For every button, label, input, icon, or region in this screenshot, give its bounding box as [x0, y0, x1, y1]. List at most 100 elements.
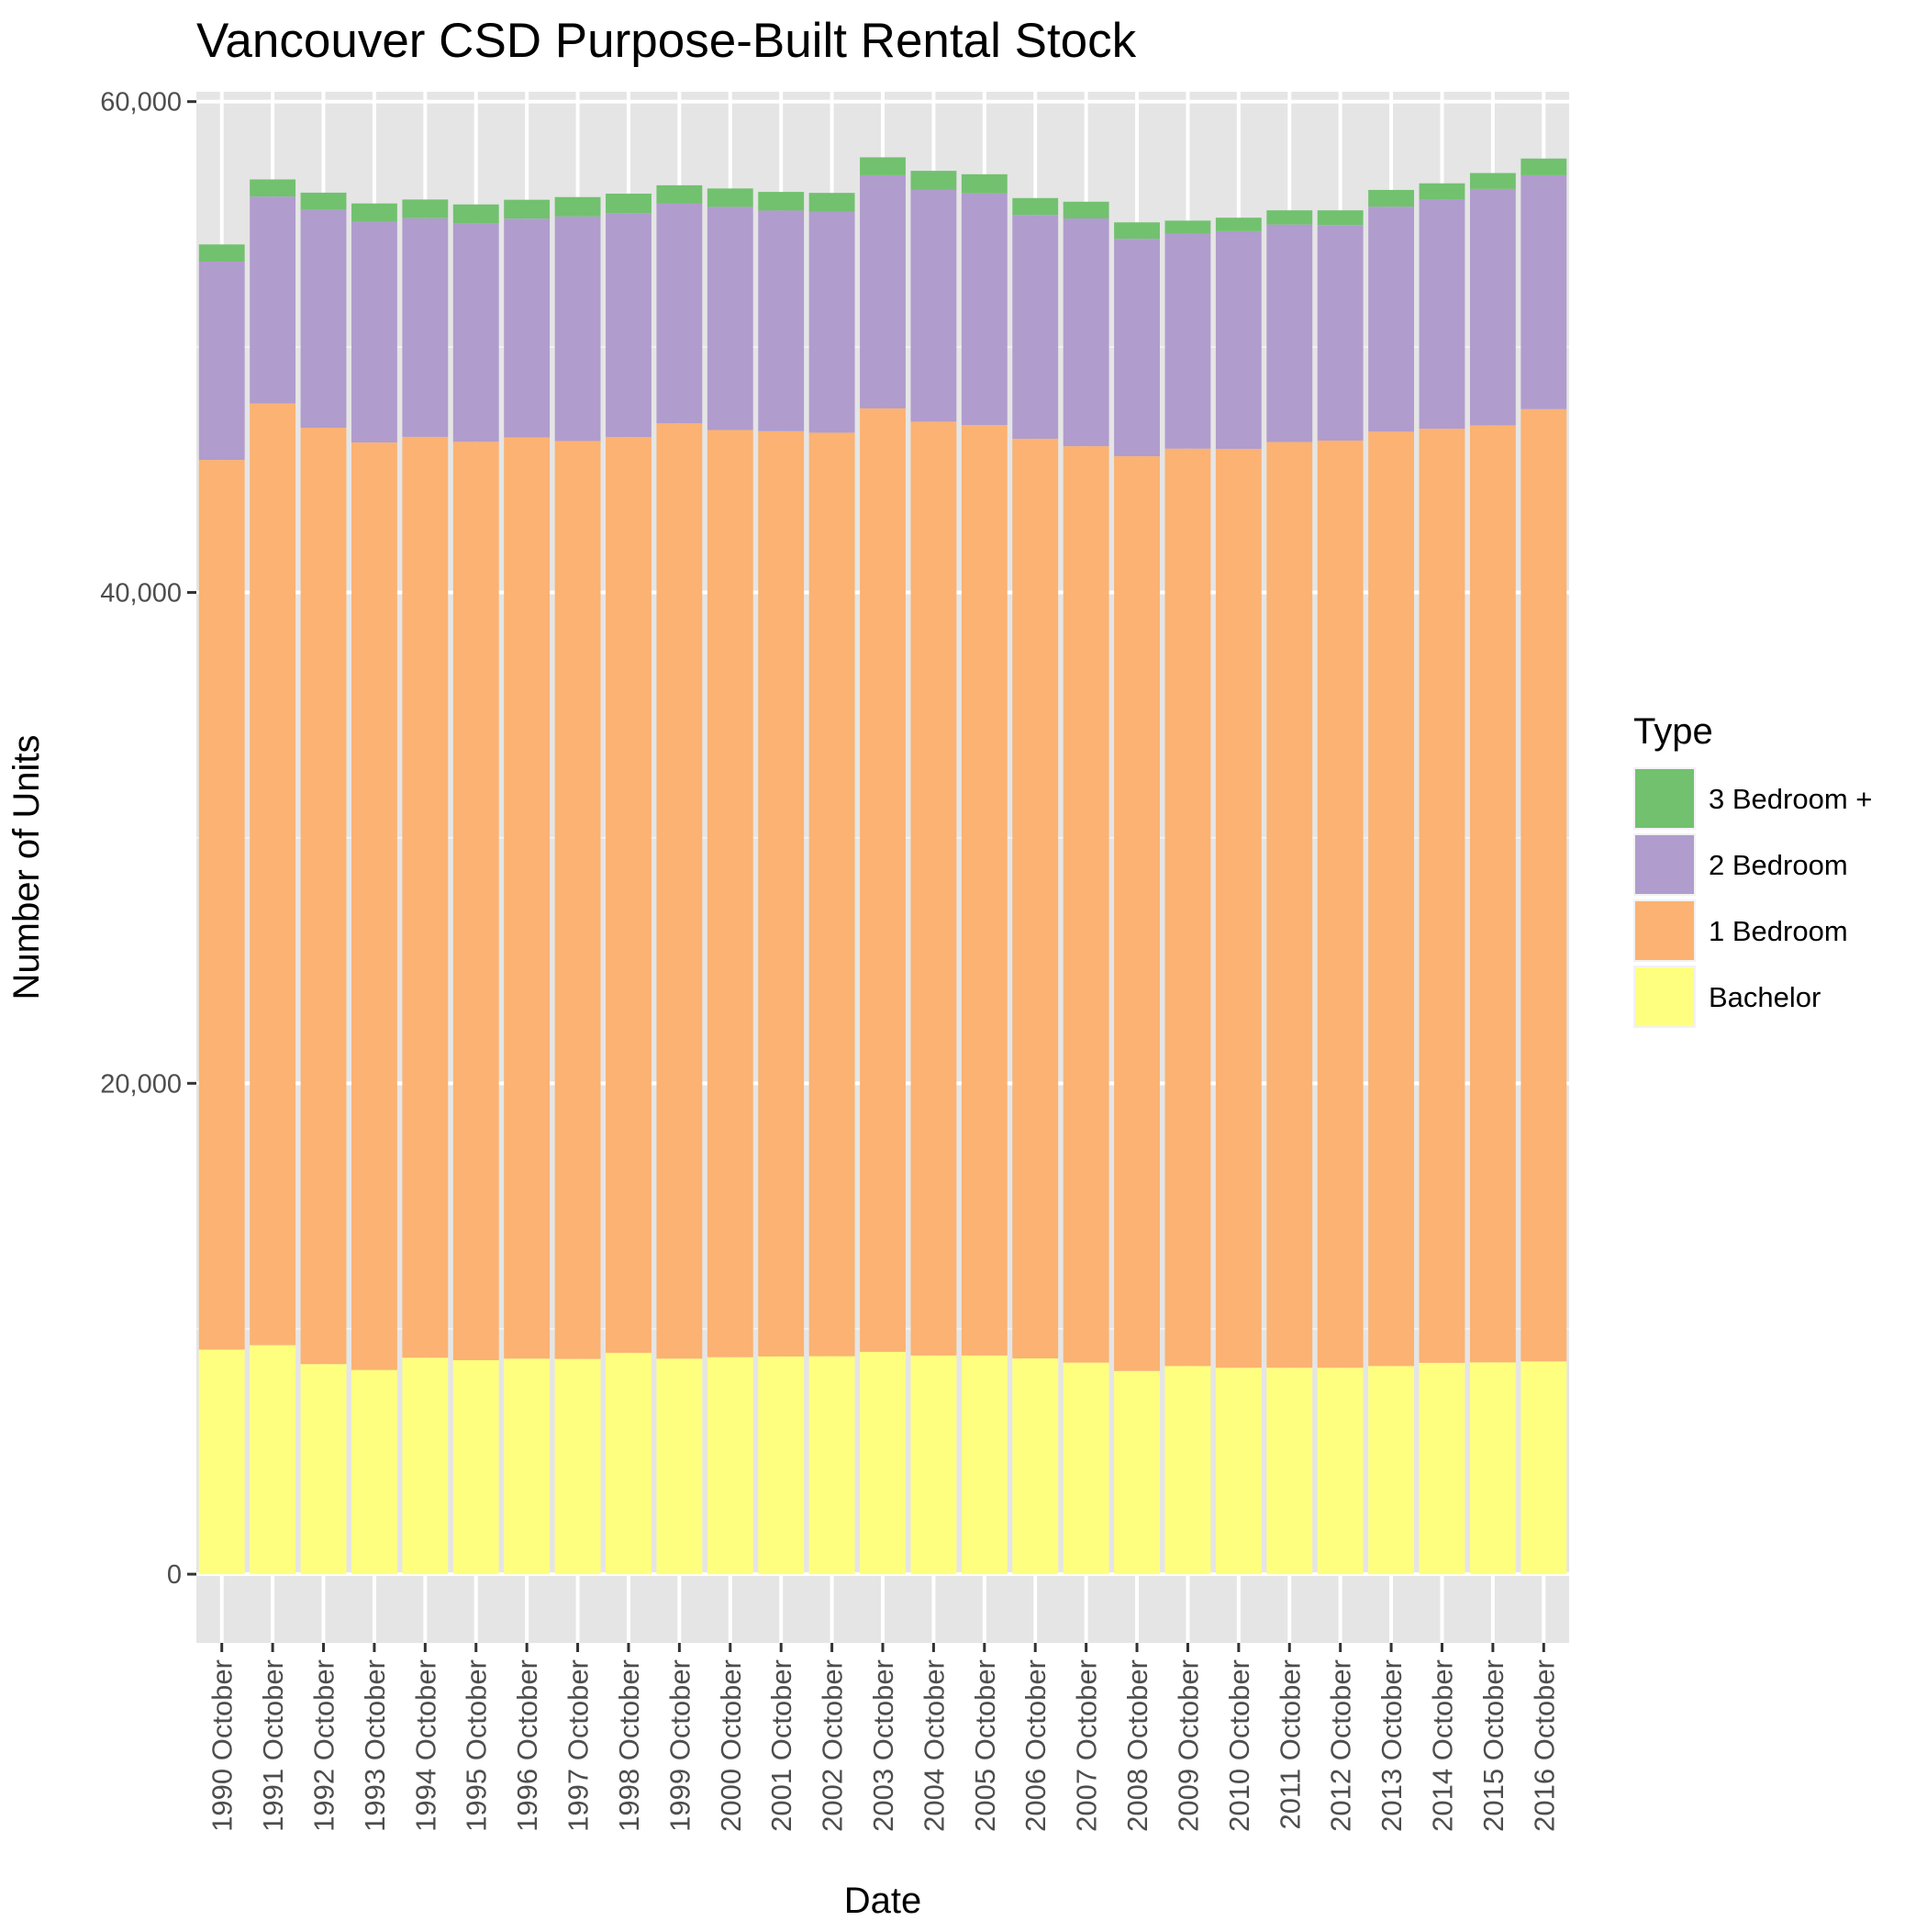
x-tick-label: 2012 October	[1325, 1659, 1357, 1832]
bar-2-bedroom	[1215, 230, 1262, 450]
bar-1-bedroom	[198, 460, 245, 1350]
bar-1-bedroom	[707, 430, 753, 1357]
bar-3-bedroom	[1266, 210, 1313, 225]
bar-3-bedroom	[1317, 210, 1364, 226]
bar-1-bedroom	[1520, 408, 1567, 1362]
bar-1-bedroom	[402, 436, 449, 1358]
x-tick-label: 2015 October	[1477, 1659, 1509, 1832]
bar-2-bedroom	[1063, 218, 1109, 447]
bar-3-bedroom	[808, 193, 855, 212]
bar-3-bedroom	[300, 192, 347, 210]
bar-bachelor	[707, 1357, 753, 1575]
bar-3-bedroom	[452, 204, 499, 224]
bar-bachelor	[606, 1352, 652, 1575]
bar-2-bedroom	[554, 216, 601, 441]
bar-1-bedroom	[504, 437, 551, 1359]
legend-label-bachelor: Bachelor	[1709, 981, 1821, 1013]
bar-1-bedroom	[656, 423, 703, 1359]
bar-1-bedroom	[1215, 449, 1262, 1368]
bar-2-bedroom	[1164, 233, 1211, 449]
bar-3-bedroom	[656, 184, 703, 204]
bar-bachelor	[1063, 1362, 1109, 1575]
x-tick-label: 2013 October	[1376, 1659, 1408, 1832]
bar-2-bedroom	[198, 262, 245, 461]
bar-3-bedroom	[1368, 189, 1415, 207]
bar-1-bedroom	[1469, 425, 1516, 1363]
x-tick-label: 2000 October	[715, 1659, 747, 1832]
x-tick-label: 2006 October	[1019, 1659, 1052, 1832]
y-tick-label: 60,000	[100, 88, 182, 117]
bar-1-bedroom	[351, 442, 397, 1370]
bar-2-bedroom	[758, 210, 805, 431]
bar-1-bedroom	[1368, 431, 1415, 1367]
x-tick-label: 1994 October	[409, 1659, 441, 1832]
bar-3-bedroom	[1215, 218, 1262, 231]
y-axis-title: Number of Units	[6, 735, 47, 1000]
bar-2-bedroom	[656, 203, 703, 424]
legend-title: Type	[1633, 711, 1713, 752]
bar-2-bedroom	[1520, 174, 1567, 409]
x-tick-label: 2005 October	[969, 1659, 1001, 1832]
bar-2-bedroom	[1368, 207, 1415, 432]
x-tick-label: 2003 October	[867, 1659, 899, 1832]
x-tick-label: 2011 October	[1274, 1659, 1306, 1830]
x-tick-label: 2008 October	[1121, 1659, 1153, 1832]
bar-1-bedroom	[300, 428, 347, 1365]
bar-3-bedroom	[1114, 222, 1160, 240]
bar-bachelor	[250, 1345, 296, 1575]
x-tick-label: 2016 October	[1528, 1659, 1560, 1832]
bar-bachelor	[1520, 1361, 1567, 1575]
bar-1-bedroom	[808, 432, 855, 1357]
bar-2-bedroom	[860, 174, 906, 408]
bar-1-bedroom	[1317, 440, 1364, 1368]
bar-3-bedroom	[402, 199, 449, 218]
bar-2-bedroom	[250, 196, 296, 404]
bar-2-bedroom	[504, 218, 551, 438]
bar-bachelor	[1419, 1362, 1465, 1575]
legend-label-3-bedroom: 3 Bedroom +	[1709, 783, 1872, 815]
legend-swatch-bachelor	[1635, 967, 1694, 1026]
bar-bachelor	[402, 1357, 449, 1575]
x-tick-label: 2007 October	[1071, 1659, 1103, 1832]
x-tick-label: 1997 October	[563, 1659, 595, 1832]
bar-bachelor	[300, 1364, 347, 1575]
bar-3-bedroom	[910, 171, 957, 190]
bar-3-bedroom	[961, 173, 1008, 194]
x-tick-label: 1992 October	[308, 1659, 340, 1832]
x-axis-title: Date	[844, 1881, 922, 1921]
bar-bachelor	[554, 1358, 601, 1575]
bar-1-bedroom	[1419, 429, 1465, 1363]
legend-swatch-3-bedroom	[1635, 769, 1694, 828]
bar-bachelor	[860, 1351, 906, 1575]
bar-2-bedroom	[1317, 225, 1364, 441]
bar-1-bedroom	[758, 430, 805, 1357]
y-tick-label: 0	[167, 1560, 182, 1590]
bar-2-bedroom	[707, 207, 753, 430]
bar-3-bedroom	[1063, 201, 1109, 218]
bar-3-bedroom	[1520, 158, 1567, 175]
x-tick-label: 1990 October	[206, 1659, 239, 1832]
x-tick-label: 2001 October	[765, 1659, 797, 1832]
x-tick-label: 2010 October	[1223, 1659, 1255, 1832]
bar-bachelor	[1266, 1368, 1313, 1575]
y-axis: 0 20,000 40,000 60,000	[100, 88, 196, 1590]
bar-1-bedroom	[1012, 439, 1059, 1359]
bar-1-bedroom	[606, 437, 652, 1353]
bar-1-bedroom	[1164, 448, 1211, 1367]
bar-1-bedroom	[1063, 446, 1109, 1363]
bar-bachelor	[1012, 1358, 1059, 1575]
x-tick-label: 2009 October	[1172, 1659, 1204, 1832]
bar-2-bedroom	[961, 193, 1008, 426]
bar-3-bedroom	[351, 203, 397, 222]
bar-2-bedroom	[351, 221, 397, 443]
y-tick-label: 40,000	[100, 579, 182, 609]
chart-title: Vancouver CSD Purpose-Built Rental Stock	[196, 14, 1137, 68]
legend: Type 3 Bedroom + 2 Bedroom 1 Bedroom Bachel…	[1633, 711, 1872, 1028]
bar-bachelor	[198, 1349, 245, 1575]
x-tick-label: 2002 October	[817, 1659, 849, 1832]
bar-3-bedroom	[1164, 220, 1211, 234]
bar-1-bedroom	[250, 403, 296, 1346]
bar-bachelor	[961, 1355, 1008, 1575]
